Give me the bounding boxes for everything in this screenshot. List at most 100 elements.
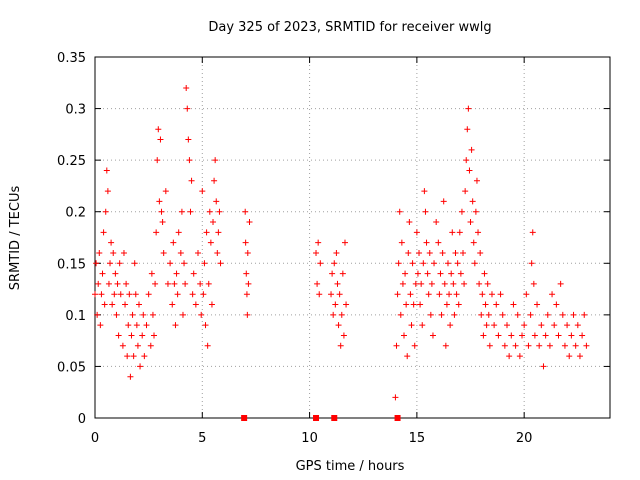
data-point xyxy=(395,260,402,267)
data-point xyxy=(95,280,102,287)
data-point xyxy=(192,301,199,308)
data-point xyxy=(336,291,343,298)
data-point xyxy=(462,188,469,195)
data-point xyxy=(574,322,581,329)
data-point xyxy=(179,311,186,318)
data-point xyxy=(460,249,467,256)
data-point xyxy=(244,249,251,256)
data-point xyxy=(486,342,493,349)
data-point xyxy=(409,260,416,267)
data-point xyxy=(407,291,414,298)
data-point xyxy=(130,353,137,360)
data-point xyxy=(211,177,218,184)
data-point xyxy=(242,239,249,246)
data-point xyxy=(433,219,440,226)
data-point xyxy=(143,322,150,329)
data-point xyxy=(493,301,500,308)
data-point xyxy=(111,291,118,298)
data-point xyxy=(137,363,144,370)
data-point xyxy=(450,280,457,287)
data-point xyxy=(441,280,448,287)
data-point xyxy=(418,280,425,287)
data-point xyxy=(202,322,209,329)
data-point xyxy=(216,208,223,215)
data-point xyxy=(440,198,447,205)
x-tick-label: 20 xyxy=(516,431,533,446)
data-point xyxy=(190,270,197,277)
data-point xyxy=(471,260,478,267)
data-point xyxy=(96,249,103,256)
data-point xyxy=(444,260,451,267)
data-point xyxy=(416,249,423,256)
data-point xyxy=(392,394,399,401)
data-point xyxy=(329,270,336,277)
data-point xyxy=(404,353,411,360)
data-point xyxy=(132,291,139,298)
data-point xyxy=(531,332,538,339)
y-axis-label: SRMTID / TECUs xyxy=(8,186,23,291)
data-point xyxy=(147,342,154,349)
data-point xyxy=(506,353,513,360)
data-point xyxy=(153,229,160,236)
data-point xyxy=(152,280,159,287)
data-point xyxy=(495,332,502,339)
data-point xyxy=(195,249,201,256)
data-point xyxy=(127,373,134,380)
data-point xyxy=(555,332,562,339)
data-point xyxy=(97,322,104,329)
data-point xyxy=(544,311,551,318)
data-point xyxy=(488,291,495,298)
data-point xyxy=(514,311,521,318)
y-tick-label: 0.25 xyxy=(57,154,86,169)
data-point xyxy=(457,270,464,277)
data-point xyxy=(435,239,442,246)
data-point xyxy=(516,353,523,360)
data-point xyxy=(337,342,344,349)
data-point xyxy=(330,311,337,318)
data-point xyxy=(443,301,450,308)
data-point xyxy=(155,126,162,133)
data-point xyxy=(510,301,517,308)
data-point xyxy=(501,342,508,349)
data-point xyxy=(437,270,444,277)
data-point xyxy=(206,208,213,215)
data-point xyxy=(469,198,476,205)
data-point xyxy=(115,332,122,339)
y-tick-label: 0 xyxy=(78,412,86,427)
data-point xyxy=(536,342,543,349)
data-point xyxy=(112,270,119,277)
data-point xyxy=(213,198,220,205)
data-point xyxy=(528,260,535,267)
zero-marker xyxy=(313,415,320,421)
data-point xyxy=(393,342,400,349)
y-tick-label: 0.35 xyxy=(57,51,86,66)
data-point xyxy=(499,311,506,318)
data-point xyxy=(439,249,446,256)
data-point xyxy=(158,208,165,215)
data-point xyxy=(173,270,180,277)
data-point xyxy=(214,249,221,256)
data-point xyxy=(113,311,120,318)
data-point xyxy=(470,239,477,246)
data-point xyxy=(408,322,415,329)
data-point xyxy=(403,301,410,308)
data-points xyxy=(92,84,590,421)
data-point xyxy=(156,198,163,205)
data-point xyxy=(414,270,421,277)
data-point xyxy=(394,291,401,298)
data-point xyxy=(160,249,167,256)
plot-frame xyxy=(94,56,611,419)
data-point xyxy=(207,239,214,246)
y-tick-label: 0.3 xyxy=(65,103,86,118)
data-point xyxy=(551,322,558,329)
data-point xyxy=(401,332,407,339)
data-point xyxy=(332,301,339,308)
data-point xyxy=(172,322,179,329)
data-point xyxy=(181,260,188,267)
data-point xyxy=(313,249,320,256)
data-point xyxy=(246,219,253,226)
data-point xyxy=(540,363,547,370)
data-point xyxy=(428,280,435,287)
data-point xyxy=(94,311,101,318)
